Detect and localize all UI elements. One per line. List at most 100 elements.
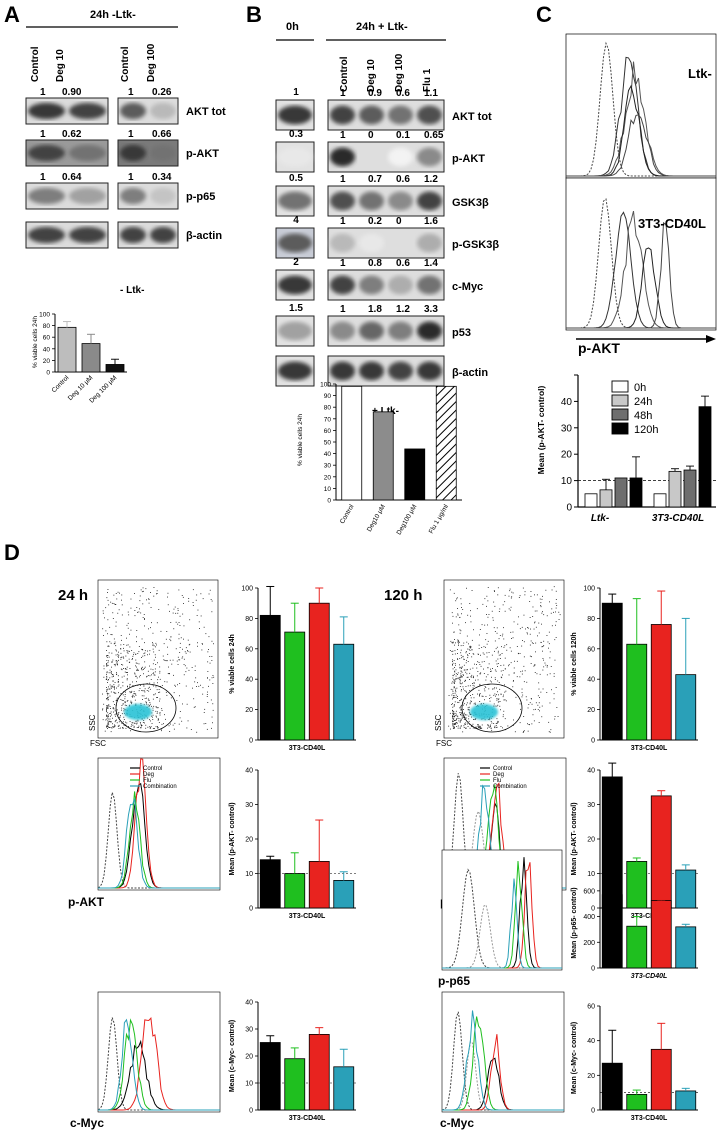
panel-a-row-label: AKT tot xyxy=(186,106,226,118)
x-category-label: Deg10 μM xyxy=(366,504,387,534)
panel-a-lane-label: Deg 10 xyxy=(55,49,66,82)
bar-control xyxy=(259,1042,281,1111)
bar-0h xyxy=(584,493,598,508)
y-tick-label: 90 xyxy=(324,393,332,400)
y-tick-label: 40 xyxy=(561,397,573,408)
legend-swatch xyxy=(611,422,629,435)
bar-flu1 xyxy=(435,385,457,501)
panel-b-quant-0h: 0.5 xyxy=(289,173,303,184)
bar-120h xyxy=(629,477,643,508)
x-category-label: Control xyxy=(51,374,71,394)
y-axis-label: Mean (c-Myc- control) xyxy=(571,1022,578,1094)
y-axis-label: % viable cells 24h xyxy=(229,634,236,694)
legend-label: Control xyxy=(493,766,512,772)
panel-b-quant: 1 xyxy=(340,258,346,269)
y-tick-label: 10 xyxy=(245,871,253,878)
panel-b-quant: 0 xyxy=(396,216,402,227)
legend-label: Deg xyxy=(493,772,504,778)
y-tick-label: 80 xyxy=(324,405,332,412)
scatter-24h-xlabel: FSC xyxy=(90,739,106,748)
panel-a-western-blot: 24h -Ltk- Control Deg 10 Control Deg 100 1 0… xyxy=(25,9,226,249)
bar-deg xyxy=(626,925,648,969)
bar-control xyxy=(601,1062,623,1111)
legend-label: Combination xyxy=(493,784,527,790)
x-category-label: 3T3-CD40L xyxy=(631,913,668,920)
panel-a-quant: 0.66 xyxy=(152,129,172,140)
y-tick-label: 100 xyxy=(39,312,50,319)
y-tick-label: 400 xyxy=(583,914,595,921)
panel-b-quant: 1 xyxy=(340,304,346,315)
panel-a-viability-chart: - Ltk- % viable cells 24h 0 20 40 60 80 100 Co… xyxy=(32,285,144,405)
panel-d-scatter-24h: SSC FSC xyxy=(88,579,219,748)
bar-deg xyxy=(284,873,306,909)
panel-b-row-label: p-GSK3β xyxy=(452,239,499,251)
panel-a-lane-labels: Control Deg 10 Control Deg 100 xyxy=(30,43,157,82)
panel-b-quant: 1 xyxy=(340,174,346,185)
y-tick-label: 40 xyxy=(587,677,595,684)
y-tick-label: 20 xyxy=(245,1054,253,1061)
panel-d-hist-cmyc-24h: c-Myc xyxy=(70,991,221,1130)
legend-label: 0h xyxy=(634,382,646,394)
bar-control xyxy=(259,859,281,909)
y-tick-label: 30 xyxy=(245,1027,253,1034)
y-tick-label: 40 xyxy=(245,768,253,775)
panel-b-viability-chart: + Ltk- % viable cells 24h 01020304050607… xyxy=(297,382,462,536)
bar-control xyxy=(601,776,623,909)
panel-b-row-label: AKT tot xyxy=(452,111,492,123)
panel-a-quant: 0.64 xyxy=(62,172,82,183)
panel-a-quant: 1 xyxy=(40,129,46,140)
bar-flu xyxy=(650,795,672,909)
bar-24h xyxy=(599,489,613,508)
scatter-120h-ylabel: SSC xyxy=(434,714,443,731)
panel-b-lane-labels: Control Deg 10 Deg 100 Flu 1 xyxy=(339,53,433,92)
bar-flu xyxy=(308,1034,330,1111)
y-tick-label: 10 xyxy=(587,871,595,878)
panel-letter-d: D xyxy=(4,540,20,565)
bar-0h xyxy=(653,493,667,508)
chart-via24: 0 20 40 60 80 100 3T3-CD40L % viable cells 24h xyxy=(229,586,356,752)
bar-120h xyxy=(698,406,712,508)
y-tick-label: 60 xyxy=(587,646,595,653)
bar-combination xyxy=(333,1066,355,1111)
panel-b-quant: 1.2 xyxy=(424,174,438,185)
legend-label: Combination xyxy=(143,784,177,790)
bar-control xyxy=(57,326,77,373)
panel-a-quant: 0.26 xyxy=(152,87,172,98)
bar-deg xyxy=(284,1058,306,1111)
bar-combination xyxy=(333,643,355,741)
legend-label: 24h xyxy=(634,396,652,408)
bar-flu xyxy=(650,900,672,969)
y-tick-label: 60 xyxy=(43,335,51,342)
y-tick-label: 50 xyxy=(324,440,332,447)
y-tick-label: 60 xyxy=(324,428,332,435)
bar-combination xyxy=(675,926,697,969)
y-tick-label: 60 xyxy=(245,646,253,653)
panel-b-quant-0h: 1 xyxy=(293,87,299,98)
panel-b-quant-0h: 2 xyxy=(293,257,299,268)
y-tick-label: 10 xyxy=(245,1081,253,1088)
y-tick-label: 80 xyxy=(245,616,253,623)
panel-b-quant: 0.6 xyxy=(396,258,410,269)
y-tick-label: 40 xyxy=(245,677,253,684)
panel-a-quant: 0.62 xyxy=(62,129,82,140)
bar-combination xyxy=(675,869,697,909)
y-tick-label: 100 xyxy=(320,382,331,389)
panel-a-header: 24h -Ltk- xyxy=(90,9,136,21)
bar-48h xyxy=(683,469,697,508)
bar-combination xyxy=(675,1090,697,1111)
panel-d-scatter-120h: SSC FSC xyxy=(434,579,565,748)
chart-pakt120: 0 10 20 30 40 3T3-CD40L Mean (p-AKT- control) xyxy=(571,762,698,920)
legend-swatch xyxy=(611,394,629,407)
panel-b-quant: 3.3 xyxy=(424,304,438,315)
panel-d-time-120h: 120 h xyxy=(384,587,422,604)
bar-deg100 xyxy=(404,448,426,501)
panel-b-quant: 1.6 xyxy=(424,216,438,227)
panel-a-row-label: p-p65 xyxy=(186,191,215,203)
panel-b-row-label: c-Myc xyxy=(452,281,483,293)
x-category-label: Flu 1 μg/ml xyxy=(428,503,450,535)
